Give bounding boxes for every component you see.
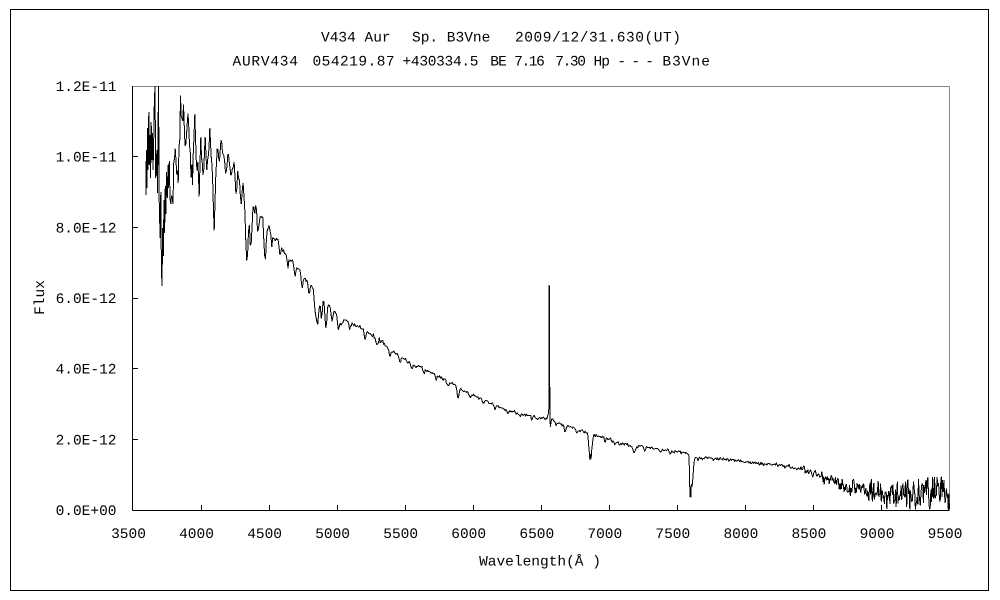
svg-text:Hp: Hp xyxy=(594,55,610,71)
svg-text:0.0E+00: 0.0E+00 xyxy=(56,504,117,520)
svg-text:7.30: 7.30 xyxy=(555,55,585,71)
svg-text:2.0E-12: 2.0E-12 xyxy=(56,433,117,449)
svg-text:1.2E-11: 1.2E-11 xyxy=(56,80,117,96)
svg-text:4000: 4000 xyxy=(179,527,214,543)
svg-text:054219.87: 054219.87 xyxy=(313,55,396,71)
svg-text:Sp. B3Vne: Sp. B3Vne xyxy=(412,31,490,47)
svg-text:+430334.5: +430334.5 xyxy=(403,55,479,71)
svg-text:9500: 9500 xyxy=(928,527,963,543)
svg-text:BE: BE xyxy=(490,55,506,71)
svg-text:5000: 5000 xyxy=(315,527,350,543)
svg-text:7.16: 7.16 xyxy=(514,55,544,71)
svg-text:8.0E-12: 8.0E-12 xyxy=(56,221,117,237)
svg-text:6.0E-12: 6.0E-12 xyxy=(56,292,117,308)
svg-text:5500: 5500 xyxy=(383,527,418,543)
svg-text:Flux: Flux xyxy=(33,280,49,315)
svg-text:V434 Aur: V434 Aur xyxy=(321,31,391,47)
svg-text:Wavelength(Å ): Wavelength(Å ) xyxy=(479,554,601,571)
svg-text:AURV434: AURV434 xyxy=(233,55,299,71)
svg-text:3500: 3500 xyxy=(111,527,146,543)
svg-text:7000: 7000 xyxy=(587,527,622,543)
svg-text:8500: 8500 xyxy=(791,527,826,543)
svg-text:4500: 4500 xyxy=(247,527,282,543)
svg-text:4.0E-12: 4.0E-12 xyxy=(56,363,117,379)
svg-text:- - -: - - - xyxy=(617,55,652,71)
svg-text:8000: 8000 xyxy=(723,527,758,543)
svg-text:B3Vne: B3Vne xyxy=(662,55,711,71)
svg-text:1.0E-11: 1.0E-11 xyxy=(56,151,117,167)
svg-text:7500: 7500 xyxy=(655,527,690,543)
svg-text:6500: 6500 xyxy=(519,527,554,543)
svg-text:2009/12/31.630(UT): 2009/12/31.630(UT) xyxy=(515,31,682,47)
svg-text:6000: 6000 xyxy=(451,527,486,543)
svg-text:9000: 9000 xyxy=(860,527,895,543)
